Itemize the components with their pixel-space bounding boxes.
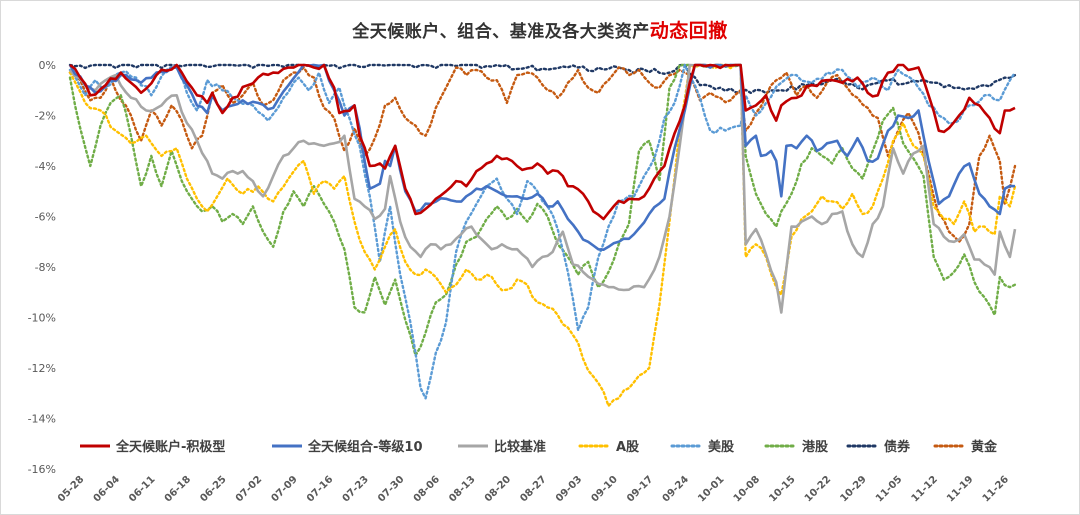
series-line-2 bbox=[69, 63, 1017, 314]
x-tick-label: 08-27 bbox=[518, 474, 548, 504]
x-tick-label: 08-06 bbox=[412, 474, 442, 504]
x-tick-label: 09-03 bbox=[554, 474, 584, 504]
x-tick-label: 06-18 bbox=[163, 474, 193, 504]
y-tick-label: -2% bbox=[35, 110, 56, 123]
x-tick-label: 05-28 bbox=[56, 474, 86, 504]
x-tick-label: 07-30 bbox=[376, 474, 406, 504]
x-tick-label: 09-17 bbox=[625, 474, 655, 504]
series-line-4 bbox=[68, 63, 1017, 400]
x-tick-label: 11-05 bbox=[874, 474, 904, 504]
x-tick-label: 10-22 bbox=[803, 474, 833, 504]
y-tick-label: -4% bbox=[35, 160, 56, 173]
legend-label: 债券 bbox=[884, 439, 911, 455]
y-tick-label: -12% bbox=[28, 362, 56, 375]
x-tick-label: 11-12 bbox=[910, 474, 940, 504]
y-tick-label: 0% bbox=[39, 59, 56, 72]
series-line-5 bbox=[68, 63, 1017, 357]
y-tick-label: -16% bbox=[28, 463, 56, 476]
y-tick-label: -10% bbox=[28, 312, 56, 325]
legend-label: 比较基准 bbox=[494, 439, 546, 455]
x-tick-label: 06-25 bbox=[198, 474, 228, 504]
chart-title-highlight: 动态回撤 bbox=[649, 20, 728, 42]
x-tick-label: 07-09 bbox=[269, 474, 299, 504]
x-tick-label: 07-16 bbox=[305, 474, 335, 504]
x-tick-label: 11-19 bbox=[945, 474, 975, 504]
x-tick-label: 10-01 bbox=[696, 474, 726, 504]
legend-label: 全天候组合-等级10 bbox=[307, 439, 423, 455]
x-tick-label: 10-29 bbox=[838, 474, 868, 504]
x-tick-label: 07-23 bbox=[341, 474, 371, 504]
x-tick-label: 09-10 bbox=[590, 474, 620, 504]
x-tick-label: 10-15 bbox=[767, 474, 797, 504]
legend-label: 黄金 bbox=[971, 439, 998, 455]
x-tick-label: 08-13 bbox=[447, 474, 477, 504]
y-tick-label: -14% bbox=[28, 413, 56, 426]
x-tick-label: 09-24 bbox=[661, 474, 691, 504]
chart-title-main: 全天候账户、组合、基准及各大类资产 bbox=[352, 22, 650, 42]
x-tick-label: 07-02 bbox=[234, 474, 264, 504]
legend-label: A股 bbox=[616, 440, 639, 455]
y-tick-label: -8% bbox=[35, 261, 56, 274]
legend-label: 港股 bbox=[802, 439, 828, 455]
x-tick-label: 11-26 bbox=[981, 474, 1011, 504]
y-tick-label: -6% bbox=[35, 211, 56, 224]
legend-label: 全天候账户-积极型 bbox=[115, 439, 225, 455]
legend-label: 美股 bbox=[708, 439, 734, 455]
x-tick-label: 08-20 bbox=[483, 474, 513, 504]
series-line-0 bbox=[69, 63, 1016, 221]
series-line-7 bbox=[68, 66, 1017, 243]
series-line-3 bbox=[68, 63, 1017, 408]
x-tick-label: 10-08 bbox=[732, 474, 762, 504]
x-tick-label: 06-04 bbox=[92, 474, 122, 504]
chart-title: 全天候账户、组合、基准及各大类资产动态回撤 bbox=[0, 16, 1080, 43]
x-tick-label: 06-11 bbox=[127, 474, 157, 504]
series-line-6 bbox=[68, 63, 1017, 95]
